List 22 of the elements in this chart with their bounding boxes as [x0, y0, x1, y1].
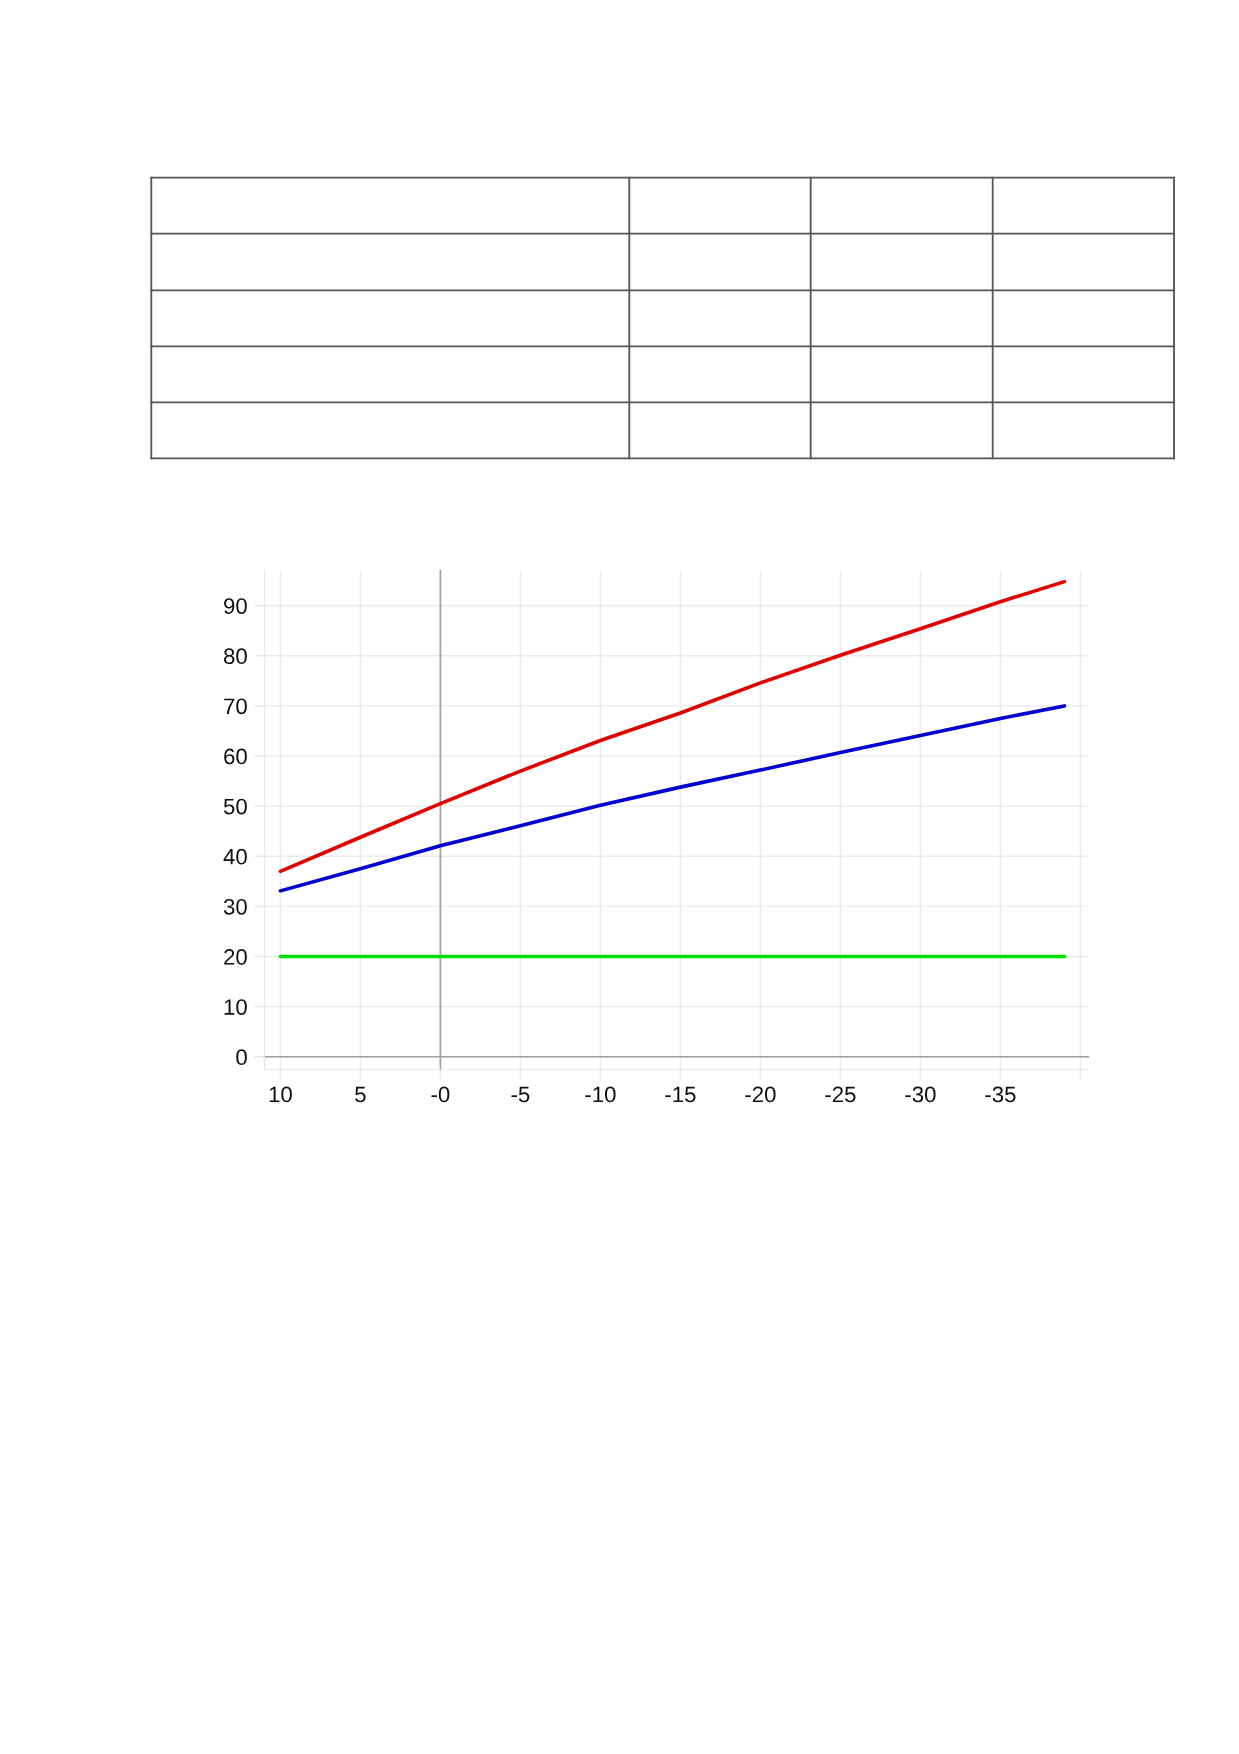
x-tick-label: -5	[511, 1086, 530, 1103]
y-tick-label: 60	[224, 748, 247, 765]
x-tick-label: 10	[269, 1086, 292, 1103]
x-tick-label: -0	[431, 1086, 450, 1103]
y-tick-label: 70	[224, 698, 247, 715]
y-tick-label: 10	[224, 999, 247, 1015]
x-tick-label: -10	[585, 1086, 616, 1103]
line-series	[278, 704, 1067, 893]
x-tick-label: -25	[825, 1086, 856, 1103]
y-tick-label: 90	[224, 598, 247, 614]
y-tick-label: 50	[223, 798, 247, 815]
y-tick-label: 40	[223, 848, 247, 865]
line-series	[278, 579, 1067, 874]
y-tick-label: 80	[223, 648, 247, 665]
x-tick-label: -20	[745, 1086, 776, 1103]
y-tick-label: 30	[223, 898, 247, 915]
y-tick-label: 20	[224, 949, 247, 965]
x-tick-label: -35	[985, 1086, 1016, 1103]
y-tick-label: 0	[236, 1049, 247, 1066]
x-tick-label: -30	[905, 1086, 936, 1103]
x-tick-label: -15	[665, 1086, 696, 1103]
x-tick-label: 5	[355, 1086, 366, 1103]
